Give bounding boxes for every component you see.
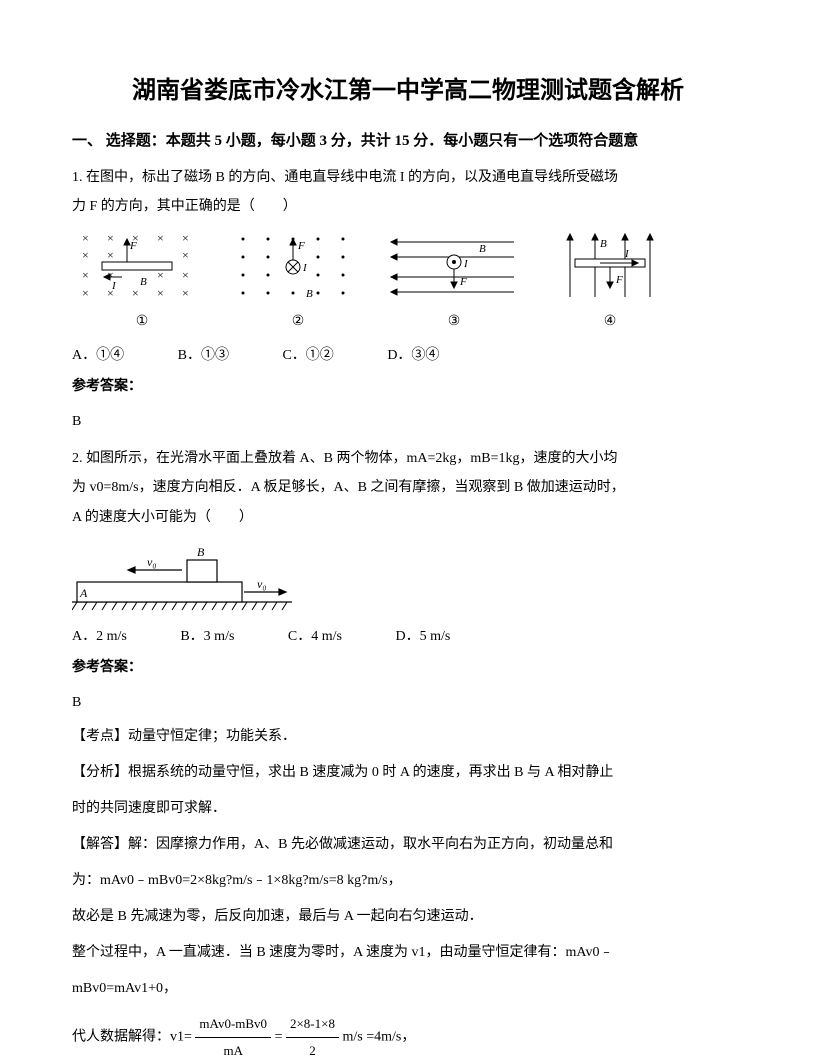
svg-text:×: × (132, 286, 139, 300)
question-1: 1. 在图中，标出了磁场 B 的方向、通电直导线中电流 I 的方向，以及通电直导… (72, 165, 744, 434)
svg-text:×: × (82, 268, 89, 282)
q2-exp2: 【分析】根据系统的动量守恒，求出 B 速度减为 0 时 A 的速度，再求出 B … (72, 759, 744, 787)
svg-text:×: × (107, 248, 114, 262)
svg-text:×: × (182, 268, 189, 282)
svg-text:A: A (79, 586, 88, 600)
q1-optD: D．③④ (387, 343, 439, 368)
frac-1: mAv0-mBv0 mA (195, 1011, 271, 1064)
q2-exp9-suffix: =4m/s， (366, 1030, 415, 1045)
question-2: 2. 如图所示，在光滑水平面上叠放着 A、B 两个物体，mA=2kg，mB=1k… (72, 446, 744, 1064)
section-header: 一、 选择题：本题共 5 小题，每小题 3 分，共计 15 分．每小题只有一个选… (72, 129, 744, 153)
q1-optC: C．①② (282, 343, 333, 368)
q2-answer: B (72, 690, 744, 715)
svg-text:I: I (111, 280, 117, 292)
svg-text:×: × (107, 231, 114, 245)
q2-exp8: mBv0=mAv1+0， (72, 975, 744, 1003)
diagram-4-label: ④ (540, 309, 680, 334)
q1-optB: B．①③ (178, 343, 229, 368)
svg-text:×: × (82, 286, 89, 300)
svg-text:F: F (297, 240, 305, 252)
q2-options: A．2 m/s B．3 m/s C．4 m/s D．5 m/s (72, 624, 744, 649)
diagram-3-label: ③ (384, 309, 524, 334)
svg-text:I: I (624, 248, 630, 260)
diagram-2: F I B ② (228, 227, 368, 334)
q2-exp3: 时的共同速度即可求解． (72, 795, 744, 823)
diagram-1: ××××× ××× ×××× ××××× F (72, 227, 212, 334)
svg-text:B: B (600, 238, 607, 250)
q2-optD: D．5 m/s (396, 624, 451, 649)
page-title: 湖南省娄底市冷水江第一中学高二物理测试题含解析 (72, 70, 744, 105)
q2-exp1: 【考点】动量守恒定律；功能关系． (72, 723, 744, 751)
svg-text:F: F (129, 240, 137, 252)
q1-optA: A．①④ (72, 343, 124, 368)
svg-text:B: B (140, 276, 147, 288)
q2-line2: 为 v0=8m/s，速度方向相反．A 板足够长，A、B 之间有摩擦，当观察到 B… (72, 475, 744, 500)
diagram-2-label: ② (228, 309, 368, 334)
svg-text:I: I (463, 258, 469, 270)
frac-2-num: 2×8-1×8 (286, 1011, 339, 1038)
svg-text:×: × (82, 231, 89, 245)
q2-answer-label: 参考答案： (72, 655, 744, 680)
svg-text:B: B (197, 545, 205, 559)
svg-text:B: B (479, 243, 486, 255)
q2-optB: B．3 m/s (180, 624, 234, 649)
diagram-3: B I F ③ (384, 227, 524, 334)
frac-1-num: mAv0-mBv0 (195, 1011, 271, 1038)
q2-exp9: 代人数据解得：v1= mAv0-mBv0 mA = 2×8-1×8 2 m/s … (72, 1011, 744, 1064)
q2-optC: C．4 m/s (288, 624, 342, 649)
svg-text:v₀: v₀ (147, 555, 157, 569)
frac-2-den: 2 (286, 1038, 339, 1064)
svg-text:×: × (182, 231, 189, 245)
eq-sign: = (275, 1030, 283, 1045)
svg-text:I: I (302, 262, 308, 274)
q1-text-1: 1. 在图中，标出了磁场 B 的方向、通电直导线中电流 I 的方向，以及通电直导… (72, 165, 744, 190)
svg-text:×: × (82, 248, 89, 262)
svg-text:B: B (306, 288, 313, 300)
q1-text-2: 力 F 的方向，其中正确的是（ ） (72, 194, 744, 219)
q1-answer: B (72, 409, 744, 434)
svg-text:F: F (459, 276, 467, 288)
q2-exp7: 整个过程中，A 一直减速．当 B 速度为零时，A 速度为 v1，由动量守恒定律有… (72, 939, 744, 967)
q1-answer-label: 参考答案： (72, 374, 744, 399)
svg-text:F: F (615, 274, 623, 286)
q1-options: A．①④ B．①③ C．①② D．③④ (72, 343, 744, 368)
q1-diagrams: ××××× ××× ×××× ××××× F (72, 227, 744, 334)
q2-exp6: 故必是 B 先减速为零，后反向加速，最后与 A 一起向右匀速运动． (72, 903, 744, 931)
frac-2: 2×8-1×8 2 (286, 1011, 339, 1064)
q2-exp4: 【解答】解：因摩擦力作用，A、B 先必做减速运动，取水平向右为正方向，初动量总和 (72, 831, 744, 859)
q2-exp5: 为：mAv0﹣mBv0=2×8kg?m/s﹣1×8kg?m/s=8 kg?m/s… (72, 867, 744, 895)
svg-text:v₀: v₀ (257, 577, 267, 591)
svg-text:×: × (157, 231, 164, 245)
svg-text:×: × (182, 248, 189, 262)
q2-diagram: A B v₀ v₀ (72, 542, 292, 612)
q2-line3: A 的速度大小可能为（ ） (72, 505, 744, 530)
unit: m/s (342, 1030, 362, 1045)
q2-optA: A．2 m/s (72, 624, 127, 649)
svg-text:×: × (182, 286, 189, 300)
svg-text:×: × (157, 286, 164, 300)
q2-exp9-prefix: 代人数据解得：v1= (72, 1030, 192, 1045)
diagram-1-label: ① (72, 309, 212, 334)
diagram-4: B I F ④ (540, 227, 680, 334)
frac-1-den: mA (195, 1038, 271, 1064)
q2-line1: 2. 如图所示，在光滑水平面上叠放着 A、B 两个物体，mA=2kg，mB=1k… (72, 446, 744, 471)
